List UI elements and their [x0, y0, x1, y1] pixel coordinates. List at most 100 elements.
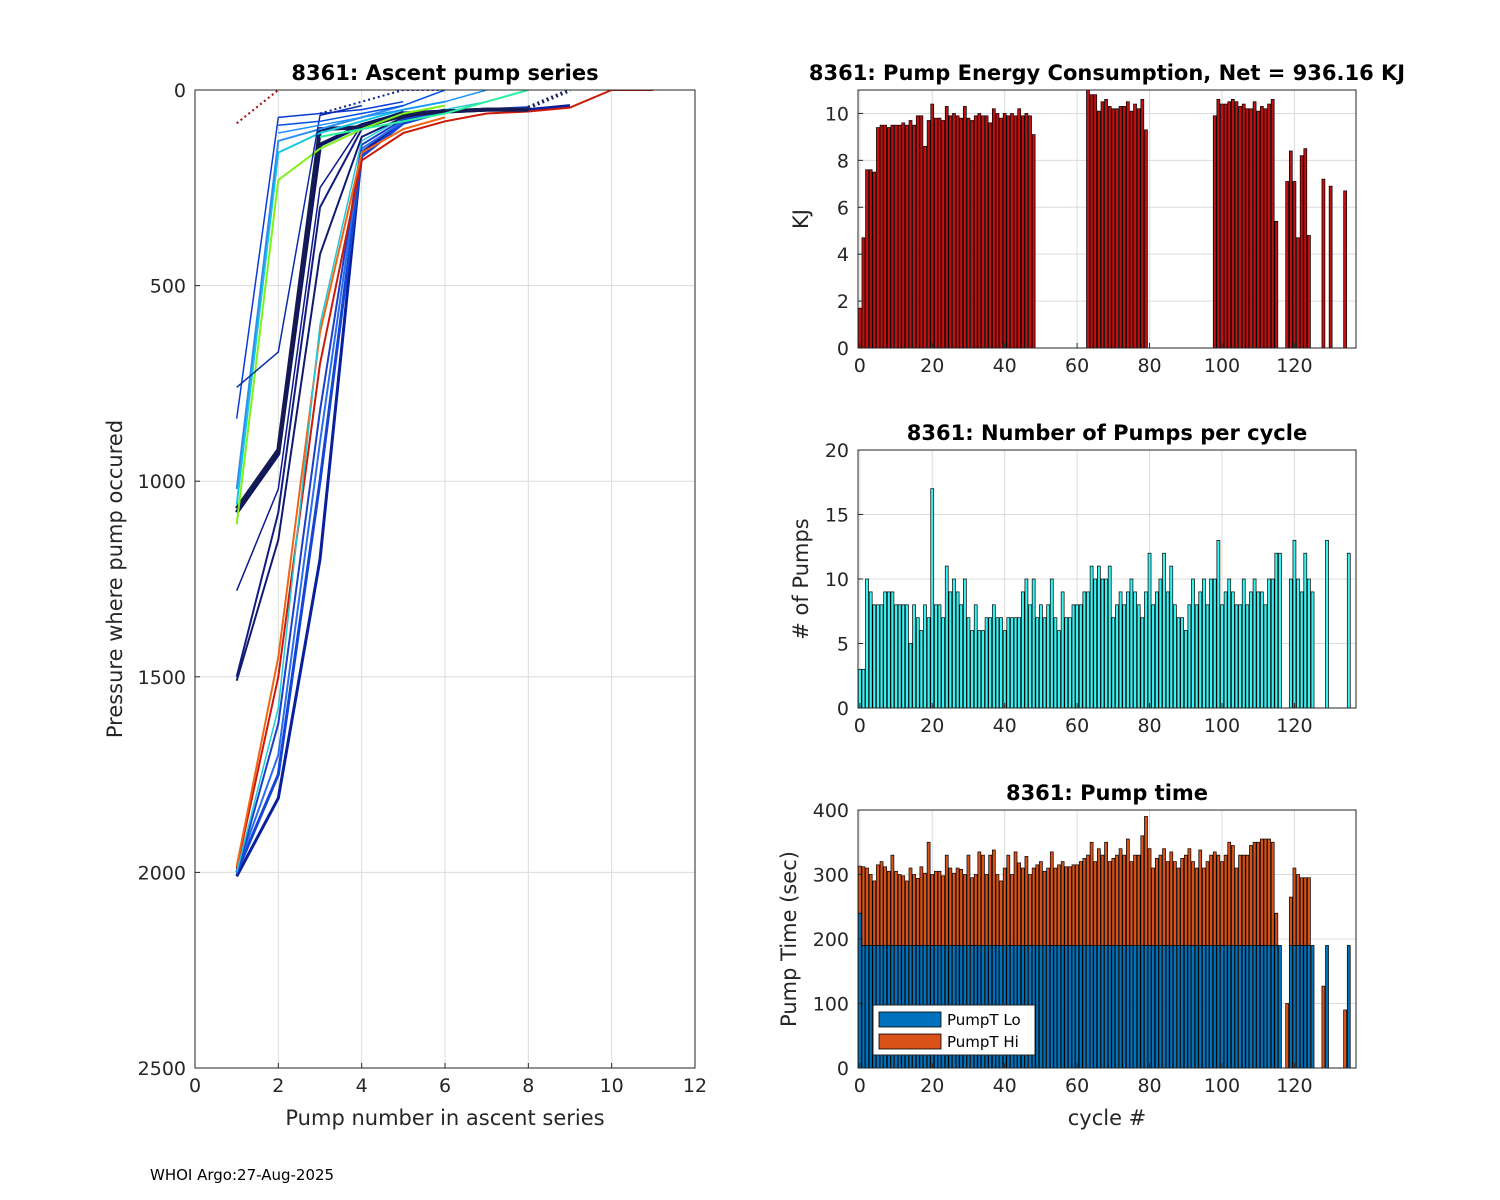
- energy-bar: [1252, 101, 1257, 349]
- pumptime-bar: [1234, 945, 1239, 1069]
- pumps-bar: [897, 604, 902, 709]
- energy-bar: [1285, 181, 1290, 349]
- pumps-bar: [1212, 578, 1217, 709]
- pumptime-bar: [1299, 877, 1304, 946]
- pumps-bar: [1064, 617, 1069, 709]
- pumptime-bar: [872, 880, 877, 946]
- pumptime-bar: [865, 867, 869, 946]
- pumptime-bar: [1133, 854, 1137, 946]
- ascent-xtick-label: 2: [272, 1075, 284, 1097]
- pumptime-bar: [1209, 854, 1213, 946]
- pumps-bar: [1173, 604, 1177, 709]
- pumps-bar: [970, 630, 974, 709]
- pumps-xtick-label: 40: [993, 715, 1017, 737]
- ascent-ytick-label: 2000: [138, 862, 186, 884]
- energy-bar: [1299, 155, 1304, 349]
- energy-bar: [919, 115, 924, 349]
- pumps-bar: [1013, 617, 1018, 709]
- pumps-bar: [1292, 539, 1297, 709]
- pumps-bar: [1270, 578, 1275, 709]
- ascent-xtick-label: 8: [522, 1075, 534, 1097]
- pumptime-chart: 0 20 40 60 80 100 120 0 100 200 300 400 8361: Pump …: [777, 781, 1357, 1130]
- pumptime-bar: [1097, 848, 1101, 946]
- energy-bar: [1256, 110, 1261, 349]
- pumptime-bar: [1241, 854, 1246, 946]
- energy-xtick-label: 100: [1204, 355, 1240, 377]
- pumptime-bar: [1144, 816, 1148, 946]
- pumptime-bar: [1256, 841, 1261, 946]
- energy-bar: [894, 124, 898, 349]
- energy-bar: [1089, 94, 1094, 349]
- pumptime-bar: [1100, 854, 1105, 946]
- pumptime-bar: [1111, 945, 1116, 1069]
- pumptime-bar: [1010, 874, 1014, 946]
- pumps-bar: [1241, 578, 1246, 709]
- pumptime-bar: [1176, 945, 1181, 1069]
- energy-bar: [952, 113, 956, 349]
- legend-swatch-hi: [878, 1033, 942, 1050]
- energy-bar: [1010, 113, 1014, 349]
- pumptime-bar: [937, 870, 942, 946]
- pumptime-bar: [1060, 945, 1065, 1069]
- pumps-bar: [915, 617, 920, 709]
- pumptime-bar: [1303, 945, 1308, 1069]
- energy-bar: [941, 120, 945, 349]
- pumps-bar: [1053, 617, 1058, 709]
- ascent-xtick-label: 12: [683, 1075, 707, 1097]
- energy-bar: [1263, 108, 1268, 349]
- energy-ytick-label: 2: [837, 291, 849, 313]
- energy-ytick-label: 10: [825, 103, 849, 125]
- energy-ytick-label: 8: [837, 150, 849, 172]
- pumptime-bar: [1039, 945, 1043, 1069]
- ascent-series-line: [319, 90, 445, 115]
- pumps-bar: [1252, 578, 1257, 709]
- pumptime-bar: [984, 874, 989, 946]
- pumps-bar: [1020, 591, 1025, 709]
- pumps-bar: [988, 617, 993, 709]
- energy-bar: [1115, 108, 1119, 349]
- pumptime-bar: [1049, 851, 1054, 946]
- pumptime-bar: [1241, 945, 1246, 1069]
- pumps-bar: [1216, 539, 1221, 709]
- pumps-bar: [1068, 617, 1072, 709]
- pumptime-bar: [1288, 945, 1293, 1069]
- pumptime-bar: [1115, 945, 1119, 1069]
- pumptime-bar: [1231, 845, 1235, 946]
- pumps-bar: [1089, 565, 1094, 709]
- pumptime-bar: [908, 867, 913, 946]
- pumptime-bar: [1321, 985, 1326, 1069]
- pumptime-bar: [1231, 945, 1235, 1069]
- energy-bar: [1223, 103, 1228, 349]
- pumps-bar: [966, 617, 971, 709]
- pumptime-bar: [1212, 945, 1217, 1069]
- energy-bar: [1024, 113, 1029, 349]
- pumptime-bar: [1002, 867, 1007, 946]
- pumps-bar: [865, 578, 869, 709]
- energy-bar: [1013, 115, 1018, 349]
- pumptime-bar: [861, 866, 866, 946]
- pumps-bar: [886, 591, 891, 709]
- energy-bar: [973, 115, 978, 349]
- energy-xtick-label: 0: [854, 355, 866, 377]
- pumptime-ylabel: Pump Time (sec): [777, 851, 801, 1027]
- energy-xtick-label: 40: [993, 355, 1017, 377]
- pumptime-bar: [1158, 854, 1163, 946]
- pumps-xtick-label: 100: [1204, 715, 1240, 737]
- energy-bar: [991, 108, 996, 349]
- pumptime-bar: [876, 864, 880, 946]
- pumptime-bar: [1176, 867, 1181, 946]
- pumps-bar: [912, 604, 916, 709]
- pumps-bar: [1307, 578, 1311, 709]
- pumps-bar: [857, 668, 862, 709]
- pumptime-bar: [1278, 945, 1282, 1069]
- energy-chart: 0 20 40 60 80 100 120 0 2 4 6 8 10 8361: Pump Energy…: [789, 61, 1405, 377]
- energy-title: 8361: Pump Energy Consumption, Net = 936…: [809, 61, 1405, 85]
- pumps-bar: [977, 630, 982, 709]
- pumptime-bar: [1325, 945, 1329, 1069]
- pumps-bar: [1100, 578, 1105, 709]
- pumps-chart: 0 20 40 60 80 100 120 0 5 10 15 20 8361: Number of …: [789, 421, 1357, 737]
- energy-bar: [1093, 94, 1098, 349]
- pumps-xtick-label: 20: [920, 715, 944, 737]
- energy-bar: [868, 169, 873, 349]
- ascent-ytick-label: 500: [150, 276, 186, 298]
